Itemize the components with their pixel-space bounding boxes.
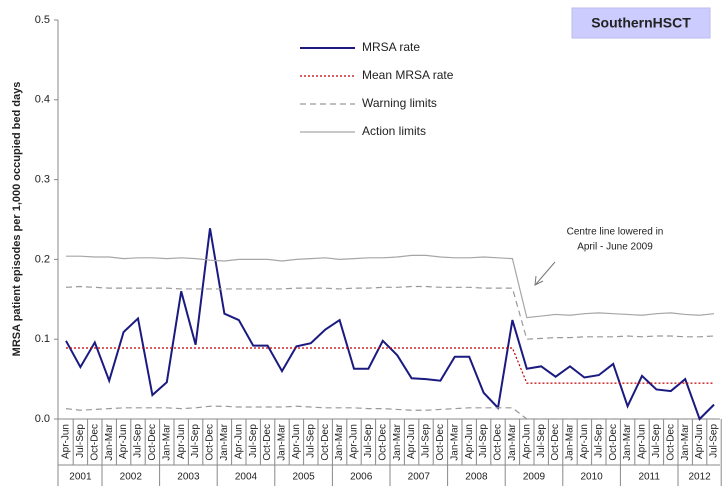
x-tick-label: Jul-Sep — [190, 424, 201, 458]
x-tick-label: Oct-Dec — [665, 424, 676, 461]
x-tick-label: Jan-Mar — [161, 423, 172, 460]
x-tick-label: Oct-Dec — [89, 424, 100, 461]
x-tick-label: Jul-Sep — [651, 424, 662, 458]
legend-label: Mean MRSA rate — [362, 68, 454, 82]
x-tick-label: Jul-Sep — [133, 424, 144, 458]
x-tick-label: Jan-Mar — [507, 423, 518, 460]
x-tick-label: Apr-Jun — [118, 424, 129, 459]
x-tick-label: Apr-Jun — [637, 424, 648, 459]
year-label: 2009 — [523, 472, 546, 483]
legend-label: MRSA rate — [362, 40, 420, 54]
year-label: 2006 — [350, 472, 373, 483]
x-tick-label: Jan-Mar — [277, 423, 288, 460]
x-tick-label: Oct-Dec — [320, 424, 331, 461]
year-label: 2004 — [235, 472, 258, 483]
x-tick-label: Apr-Jun — [521, 424, 532, 459]
x-tick-label: Jan-Mar — [565, 423, 576, 460]
x-tick-label: Oct-Dec — [550, 424, 561, 461]
x-tick-label: Jul-Sep — [305, 424, 316, 458]
year-label: 2011 — [638, 472, 660, 483]
y-axis-label: MRSA patient episodes per 1,000 occupied… — [11, 82, 23, 357]
year-label: 2010 — [580, 472, 603, 483]
y-tick-label: 0.0 — [35, 413, 50, 425]
x-tick-label: Apr-Jun — [464, 424, 475, 459]
x-tick-label: Jan-Mar — [392, 423, 403, 460]
annotation-arrowhead — [534, 275, 544, 286]
x-tick-label: Oct-Dec — [205, 424, 216, 461]
chart-title: SouthernHSCT — [591, 15, 691, 31]
annotation: April - June 2009 — [577, 242, 653, 253]
x-tick-label: Jan-Mar — [622, 423, 633, 460]
legend-label: Warning limits — [362, 96, 437, 110]
year-label: 2001 — [69, 472, 92, 483]
x-tick-label: Jan-Mar — [334, 423, 345, 460]
y-tick-label: 0.3 — [35, 174, 50, 186]
x-tick-label: Jul-Sep — [593, 424, 604, 458]
annotation-arrow — [535, 261, 556, 285]
x-tick-label: Apr-Jun — [349, 424, 360, 459]
year-label: 2008 — [465, 472, 488, 483]
x-tick-label: Jan-Mar — [449, 423, 460, 460]
x-tick-label: Apr-Jun — [233, 424, 244, 459]
series-line — [66, 347, 714, 384]
year-label: 2005 — [292, 472, 315, 483]
x-tick-label: Oct-Dec — [377, 424, 388, 461]
series-line — [66, 254, 715, 319]
year-label: 2002 — [120, 472, 143, 483]
x-tick-label: Jul-Sep — [478, 424, 489, 458]
title-box — [571, 7, 711, 39]
y-tick-label: 0.2 — [35, 253, 50, 265]
series-line — [65, 405, 714, 420]
legend-label: Action limits — [362, 124, 426, 138]
annotation: Centre line lowered in — [567, 227, 664, 238]
x-tick-label: Apr-Jun — [579, 424, 590, 459]
year-label: 2003 — [177, 472, 200, 483]
x-tick-label: Jul-Sep — [248, 424, 259, 458]
x-tick-label: Jan-Mar — [104, 423, 115, 460]
x-tick-label: Oct-Dec — [608, 424, 619, 461]
x-tick-label: Oct-Dec — [262, 424, 273, 461]
x-tick-label: Oct-Dec — [435, 424, 446, 461]
x-tick-label: Apr-Jun — [291, 424, 302, 459]
year-label: 2012 — [688, 472, 711, 483]
x-tick-label: Jan-Mar — [219, 423, 230, 460]
x-tick-label: Apr-Jun — [694, 424, 705, 459]
x-tick-label: Jul-Sep — [709, 424, 720, 458]
x-tick-label: Jan-Mar — [680, 423, 691, 460]
y-tick-label: 0.4 — [35, 94, 50, 106]
y-tick-label: 0.1 — [35, 333, 50, 345]
x-tick-label: Jul-Sep — [75, 424, 86, 458]
series-line — [65, 285, 715, 340]
x-tick-label: Jul-Sep — [421, 424, 432, 458]
x-tick-label: Oct-Dec — [493, 424, 504, 461]
x-tick-label: Apr-Jun — [176, 424, 187, 459]
x-tick-label: Apr-Jun — [406, 424, 417, 459]
x-tick-label: Jul-Sep — [536, 424, 547, 458]
year-label: 2007 — [408, 472, 431, 483]
x-tick-label: Jul-Sep — [363, 424, 374, 458]
x-tick-label: Apr-Jun — [61, 424, 72, 459]
y-tick-label: 0.5 — [35, 14, 50, 26]
x-tick-label: Oct-Dec — [147, 424, 158, 461]
